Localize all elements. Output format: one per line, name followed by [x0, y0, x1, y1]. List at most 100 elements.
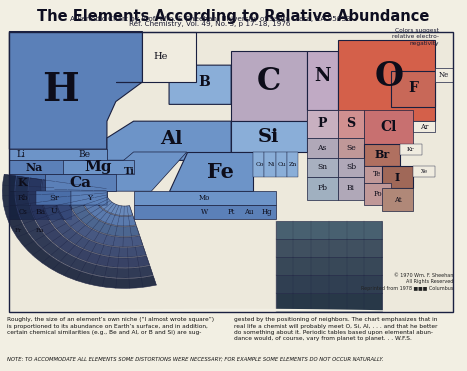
- Text: Ba: Ba: [35, 208, 45, 216]
- Polygon shape: [107, 152, 187, 191]
- Polygon shape: [364, 144, 400, 166]
- Polygon shape: [9, 160, 107, 174]
- Text: Po: Po: [373, 190, 382, 198]
- Text: S: S: [347, 118, 355, 131]
- Text: The Elements According to Relative Abundance: The Elements According to Relative Abund…: [37, 9, 430, 24]
- Polygon shape: [382, 188, 413, 211]
- Text: Ra: Ra: [36, 228, 45, 233]
- Text: Fe: Fe: [206, 162, 234, 181]
- Polygon shape: [55, 181, 143, 247]
- Polygon shape: [276, 275, 382, 293]
- Polygon shape: [9, 32, 453, 312]
- Polygon shape: [134, 191, 276, 205]
- Polygon shape: [276, 293, 382, 312]
- Text: © 1970 Wm. F. Sheehan
All Rights Reserved
Reprinted from 1978 ■■■ Columbus: © 1970 Wm. F. Sheehan All Rights Reserve…: [361, 273, 453, 291]
- Polygon shape: [116, 32, 196, 82]
- Text: Sn: Sn: [317, 163, 327, 171]
- Text: Be: Be: [79, 150, 91, 159]
- Polygon shape: [276, 221, 382, 239]
- Polygon shape: [63, 160, 134, 174]
- Polygon shape: [338, 138, 364, 158]
- Text: F: F: [408, 81, 418, 95]
- Polygon shape: [2, 174, 156, 288]
- Text: He: He: [153, 52, 167, 61]
- Text: Ar: Ar: [420, 123, 428, 131]
- Polygon shape: [15, 176, 153, 278]
- Text: Te: Te: [374, 170, 382, 178]
- Polygon shape: [306, 177, 338, 200]
- Text: W: W: [201, 208, 208, 216]
- Polygon shape: [338, 110, 364, 138]
- Text: Sb: Sb: [346, 163, 356, 171]
- Polygon shape: [9, 309, 453, 312]
- Polygon shape: [400, 144, 422, 155]
- Polygon shape: [169, 65, 231, 104]
- Polygon shape: [364, 183, 391, 205]
- Text: H: H: [42, 71, 79, 109]
- Text: gested by the positioning of neighbors. The chart emphasizes that in
real life a: gested by the positioning of neighbors. …: [234, 317, 437, 341]
- Text: As: As: [318, 144, 327, 152]
- Text: Pb: Pb: [317, 184, 327, 193]
- Text: I: I: [395, 172, 400, 183]
- Text: Se: Se: [346, 144, 356, 152]
- Text: Cl: Cl: [381, 120, 397, 134]
- Polygon shape: [28, 178, 149, 267]
- Polygon shape: [364, 166, 391, 183]
- Text: Cu: Cu: [278, 162, 286, 167]
- Polygon shape: [9, 191, 107, 205]
- Text: B: B: [198, 75, 211, 89]
- Polygon shape: [134, 205, 276, 219]
- Polygon shape: [413, 121, 435, 132]
- Text: Ni: Ni: [268, 162, 275, 167]
- Text: Fr: Fr: [14, 228, 22, 233]
- Polygon shape: [306, 110, 338, 138]
- Text: Co: Co: [256, 162, 264, 167]
- Polygon shape: [364, 110, 413, 144]
- Text: Au: Au: [244, 208, 254, 216]
- Text: A Periodic Chart by Prof. Wm. F. Sheehan, University of Santa Clara, CA 95053: A Periodic Chart by Prof. Wm. F. Sheehan…: [70, 16, 351, 22]
- Text: NOTE: TO ACCOMMODATE ALL ELEMENTS SOME DISTORTIONS WERE NECESSARY; FOR EXAMPLE S: NOTE: TO ACCOMMODATE ALL ELEMENTS SOME D…: [7, 357, 383, 362]
- Polygon shape: [231, 51, 306, 121]
- Polygon shape: [9, 149, 107, 160]
- Polygon shape: [9, 174, 107, 191]
- Text: Y: Y: [87, 194, 92, 202]
- Polygon shape: [36, 191, 71, 205]
- Text: Cs: Cs: [18, 208, 27, 216]
- Text: K: K: [18, 177, 28, 188]
- Polygon shape: [45, 174, 116, 191]
- Text: Br: Br: [375, 149, 389, 160]
- Polygon shape: [338, 158, 364, 177]
- Polygon shape: [276, 257, 382, 275]
- Text: Ti: Ti: [124, 167, 134, 176]
- Polygon shape: [306, 158, 338, 177]
- Polygon shape: [306, 138, 338, 158]
- Polygon shape: [9, 205, 71, 219]
- Text: Ne: Ne: [439, 71, 449, 79]
- Text: Ca: Ca: [69, 176, 92, 190]
- Text: Ref. Chemistry, Vol. 49, No. 3, p 17–18, 1976: Ref. Chemistry, Vol. 49, No. 3, p 17–18,…: [129, 21, 291, 27]
- Polygon shape: [338, 40, 435, 121]
- Text: At: At: [394, 196, 401, 204]
- Text: Colors suggest
relative electro-
negativity: Colors suggest relative electro- negativ…: [392, 28, 439, 46]
- Polygon shape: [169, 152, 253, 191]
- Text: Zn: Zn: [289, 162, 297, 167]
- Text: Pt: Pt: [227, 208, 235, 216]
- Text: N: N: [314, 68, 330, 85]
- Text: Xe: Xe: [421, 169, 428, 174]
- Text: Bi: Bi: [347, 184, 355, 193]
- Polygon shape: [81, 185, 136, 226]
- Polygon shape: [264, 152, 276, 177]
- Text: Na: Na: [25, 162, 42, 173]
- Text: Mo: Mo: [199, 194, 210, 202]
- Polygon shape: [413, 166, 435, 177]
- Polygon shape: [9, 32, 142, 149]
- Text: Kr: Kr: [407, 147, 415, 152]
- Text: Sr: Sr: [49, 194, 59, 202]
- Polygon shape: [391, 71, 435, 107]
- Polygon shape: [94, 187, 133, 216]
- Text: Al: Al: [160, 130, 183, 148]
- Polygon shape: [43, 191, 125, 258]
- Polygon shape: [68, 183, 140, 236]
- Polygon shape: [107, 121, 231, 160]
- Polygon shape: [42, 180, 146, 257]
